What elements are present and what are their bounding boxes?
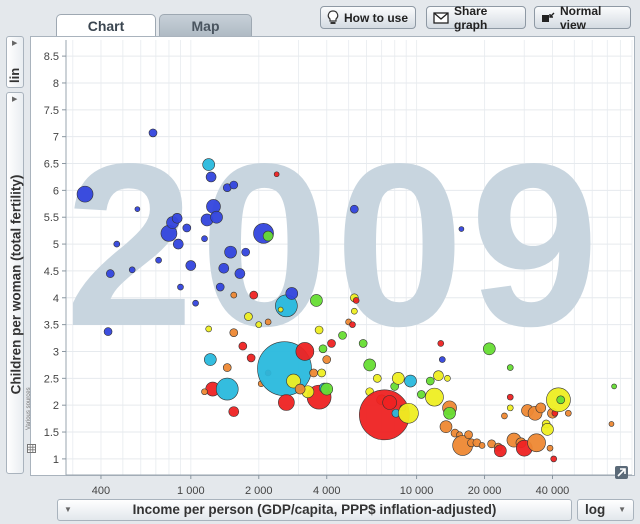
tab-map[interactable]: Map (159, 14, 252, 37)
y-axis-title: Children per woman (total fertility) (8, 174, 24, 395)
shrink-view-icon (542, 12, 555, 22)
dropdown-arrow-icon: ▼ (618, 505, 626, 514)
x-tick-label: 40 000 (536, 485, 570, 497)
tab-chart[interactable]: Chart (56, 14, 156, 38)
expand-icon[interactable] (615, 466, 628, 479)
tab-bar: Chart Map How to use Share graph Normal … (0, 0, 640, 38)
x-tick-label: 400 (92, 485, 110, 497)
share-graph-label: Share graph (454, 3, 488, 32)
x-axis-title: Income per person (GDP/capita, PPP$ infl… (132, 502, 497, 517)
share-graph-button[interactable]: Share graph (426, 3, 526, 32)
x-tick-label: 10 000 (400, 485, 434, 497)
normal-view-label: Normal view (560, 3, 602, 32)
x-axis-indicator-selector[interactable]: ▼ Income per person (GDP/capita, PPP$ in… (57, 499, 572, 521)
how-to-use-button[interactable]: How to use (320, 6, 416, 29)
envelope-icon (433, 11, 449, 24)
lightbulb-icon (327, 10, 339, 24)
y-axis-indicator-selector[interactable]: ▶ Children per woman (total fertility) (6, 92, 24, 474)
x-tick-label: 1 000 (177, 485, 205, 497)
normal-view-button[interactable]: Normal view (534, 3, 631, 32)
x-scale-value: log (585, 502, 606, 517)
x-scale-selector[interactable]: log ▼ (577, 499, 634, 521)
x-tick-label: 2 000 (245, 485, 273, 497)
y-scale-value: lin (7, 67, 22, 83)
dropdown-arrow-icon: ▼ (64, 505, 72, 514)
plot-frame (30, 36, 635, 476)
grid-icon[interactable] (27, 444, 36, 453)
various-sources-label: Various sources (26, 387, 32, 430)
y-scale-selector[interactable]: ▶ lin (6, 36, 24, 88)
dropdown-arrow-icon: ▶ (12, 40, 18, 47)
how-to-use-label: How to use (344, 10, 409, 25)
x-tick-label: 20 000 (468, 485, 502, 497)
dropdown-arrow-icon: ▶ (12, 96, 18, 103)
x-tick-label: 4 000 (313, 485, 341, 497)
